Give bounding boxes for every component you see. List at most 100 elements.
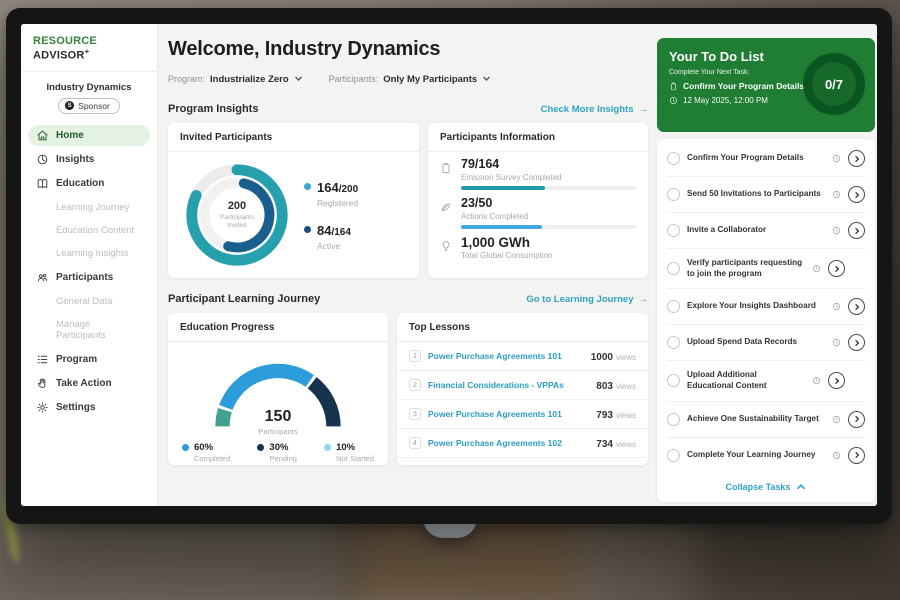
sidebar-item-learning-journey[interactable]: Learning Journey [56, 201, 130, 213]
sponsor-badge-label: Sponsor [78, 100, 110, 111]
dashboard-screen: RESOURCE ADVISOR+ Industry Dynamics S Sp… [21, 24, 877, 506]
task-row[interactable]: Upload Spend Data Records [667, 325, 865, 362]
task-checkbox[interactable] [667, 374, 680, 388]
actions-progress-bar [461, 224, 636, 229]
lesson-link[interactable]: Power Purchase Agreements 101 [428, 351, 562, 361]
rank-badge: 3 [409, 408, 421, 420]
check-more-insights-link[interactable]: Check More Insights → [540, 103, 648, 115]
completed-dot [182, 444, 189, 451]
todo-progress-ring: 0/7 [803, 53, 865, 115]
lesson-link[interactable]: Power Purchase Agreements 102 [428, 438, 562, 448]
task-row[interactable]: Verify participants requesting to join t… [667, 249, 865, 290]
brand-plus: + [84, 47, 90, 56]
task-chevron-button[interactable] [848, 186, 865, 203]
todo-task-list: Confirm Your Program Details Send 50 Inv… [657, 139, 875, 502]
todo-next-task: Confirm Your Program Details [683, 81, 805, 91]
brand-logo: RESOURCE ADVISOR+ [21, 24, 157, 72]
task-row[interactable]: Achieve One Sustainability Target [667, 402, 865, 438]
sidebar-item-learning-insights[interactable]: Learning Insights [56, 247, 129, 259]
todo-title: Your To Do List [669, 49, 764, 64]
pending-dot [257, 444, 265, 451]
task-checkbox[interactable] [667, 188, 680, 201]
background-floor [0, 515, 360, 600]
clock-icon [833, 191, 840, 198]
not-started-dot [324, 444, 332, 451]
rank-badge: 1 [409, 350, 421, 362]
education-progress-legend: 60% Completed 30% Pending 10% [168, 436, 388, 463]
participants-information-title: Participants Information [428, 123, 648, 152]
task-chevron-button[interactable] [848, 446, 865, 464]
lesson-row[interactable]: 5 Power Purchase Agreements 103 600views [397, 458, 648, 465]
sidebar-item-general-data[interactable]: General Data [56, 295, 113, 307]
chevron-down-icon [294, 70, 303, 88]
program-dropdown[interactable]: Program: Industrialize Zero [168, 70, 303, 88]
task-chevron-button[interactable] [848, 298, 865, 316]
sidebar-item-education[interactable]: Education [28, 173, 150, 194]
participants-information-card: Participants Information 79/164 Emission… [428, 123, 648, 278]
active-dot [304, 226, 311, 233]
clock-icon [833, 303, 840, 311]
program-insights-heading: Program Insights [168, 103, 259, 115]
todo-due-date: 12 May 2025, 12:00 PM [683, 96, 768, 105]
clock-icon [833, 451, 840, 459]
invited-center-value: 200 [227, 199, 247, 212]
monitor-bezel: RESOURCE ADVISOR+ Industry Dynamics S Sp… [6, 8, 892, 524]
task-checkbox[interactable] [667, 262, 680, 276]
task-row[interactable]: Confirm Your Program Details [667, 141, 865, 177]
sidebar-item-participants[interactable]: Participants [28, 267, 150, 288]
gear-icon [36, 401, 49, 414]
organization-name: Industry Dynamics [46, 81, 132, 93]
task-chevron-button[interactable] [848, 410, 865, 428]
arrow-right-icon: → [638, 293, 649, 305]
chevron-up-icon [797, 483, 806, 489]
task-chevron-button[interactable] [828, 372, 845, 390]
rank-badge: 2 [409, 379, 421, 391]
task-row[interactable]: Explore Your Insights Dashboard [667, 289, 865, 326]
clock-icon [813, 265, 820, 273]
clipboard-icon [670, 82, 677, 90]
sidebar-item-manage-participants[interactable]: Manage Participants [56, 318, 106, 341]
sidebar-item-settings[interactable]: Settings [28, 397, 150, 418]
task-checkbox[interactable] [667, 448, 680, 462]
sidebar-item-program[interactable]: Program [28, 349, 150, 370]
task-chevron-button[interactable] [848, 222, 865, 239]
task-row[interactable]: Upload Additional Educational Content [667, 361, 865, 402]
invited-participants-title: Invited Participants [168, 123, 419, 152]
insights-icon [36, 153, 49, 166]
collapse-tasks-link[interactable]: Collapse Tasks [667, 473, 865, 498]
sidebar-item-home[interactable]: Home [28, 124, 150, 146]
emission-survey-progress-bar [461, 185, 636, 190]
task-chevron-button[interactable] [828, 260, 845, 278]
participants-dropdown[interactable]: Participants: Only My Participants [329, 70, 492, 88]
task-checkbox[interactable] [667, 300, 680, 314]
go-to-learning-journey-link[interactable]: Go to Learning Journey → [526, 293, 649, 305]
learning-journey-heading: Participant Learning Journey [168, 293, 321, 305]
task-row[interactable]: Complete Your Learning Journey [667, 438, 865, 473]
task-checkbox[interactable] [667, 336, 680, 350]
task-row[interactable]: Send 50 Invitations to Participants [667, 177, 865, 213]
sidebar-item-take-action[interactable]: Take Action [28, 373, 150, 394]
brand-secondary: ADVISOR [33, 49, 85, 62]
task-row[interactable]: Invite a Collaborator [667, 213, 865, 249]
stat-emission-survey: 79/164 Emission Survey Completed [440, 157, 636, 190]
task-checkbox[interactable] [667, 224, 680, 237]
task-chevron-button[interactable] [848, 150, 865, 167]
lesson-row[interactable]: 3 Power Purchase Agreements 101 793 views [397, 400, 648, 429]
lesson-row[interactable]: 4 Power Purchase Agreements 102 734 views [397, 429, 648, 458]
home-icon [36, 129, 49, 142]
lesson-row[interactable]: 1 Power Purchase Agreements 101 1000 view… [397, 342, 648, 371]
sponsor-icon: S [65, 101, 75, 111]
stat-global-consumption: 1,000 GWh Total Global Consumption [440, 235, 636, 260]
task-chevron-button[interactable] [848, 334, 865, 352]
survey-icon [440, 158, 453, 190]
chevron-down-icon [482, 70, 491, 88]
lesson-row[interactable]: 2 Financial Considerations - VPPAs 803 vi… [397, 371, 648, 400]
sidebar-item-education-content[interactable]: Education Content [56, 224, 135, 236]
lesson-link[interactable]: Financial Considerations - VPPAs [428, 380, 564, 390]
gauge-center-value: 150 [264, 408, 292, 425]
task-checkbox[interactable] [667, 412, 680, 426]
sidebar-item-insights[interactable]: Insights [28, 149, 150, 170]
actions-icon [440, 197, 453, 229]
task-checkbox[interactable] [667, 152, 680, 165]
lesson-link[interactable]: Power Purchase Agreements 101 [428, 409, 562, 419]
